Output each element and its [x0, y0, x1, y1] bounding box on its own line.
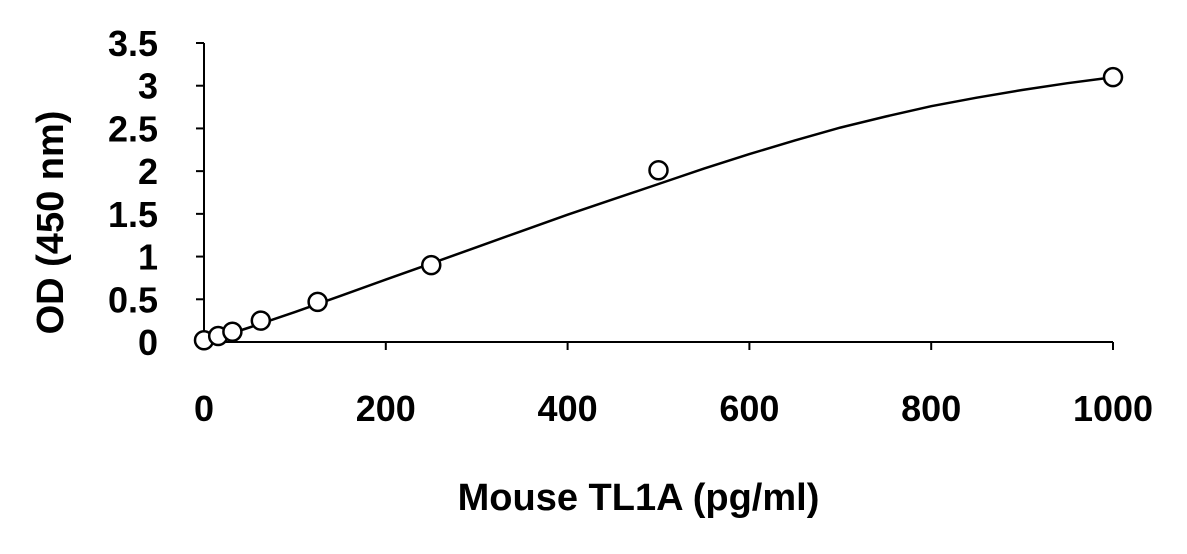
x-tick-label: 400	[538, 388, 598, 429]
data-point	[307, 291, 328, 313]
y-axis-title: OD (450 nm)	[30, 111, 72, 335]
tick-labels: 00.511.522.533.50 200 400 600 800 1000	[108, 23, 1153, 429]
x-tick-label: 800	[901, 388, 961, 429]
fit-curve-layer	[203, 75, 1114, 344]
x-axis-title: Mouse TL1A (pg/ml)	[458, 477, 820, 519]
data-point	[1102, 66, 1124, 88]
x-tick-label: 600	[719, 388, 779, 429]
data-point	[250, 310, 272, 331]
data-point	[648, 160, 669, 181]
y-tick-label: 2.5	[108, 108, 158, 149]
y-tick-label: 3	[138, 66, 158, 107]
x-tick-label: 200	[356, 388, 416, 429]
axes	[196, 42, 1114, 350]
y-tick-label: 0.5	[108, 279, 158, 320]
x-tick-label: 0	[194, 388, 214, 429]
fit-curve	[203, 75, 1114, 344]
y-tick-label: 3.5	[108, 23, 158, 64]
y-tick-label: 1	[138, 237, 158, 278]
data-points	[193, 66, 1124, 351]
data-point	[421, 254, 442, 276]
y-tick-label: 0	[138, 322, 158, 363]
data-point	[222, 321, 243, 342]
x-tick-label: 1000	[1073, 388, 1153, 429]
y-tick-label: 2	[138, 151, 158, 192]
y-tick-label: 1.5	[108, 194, 158, 235]
